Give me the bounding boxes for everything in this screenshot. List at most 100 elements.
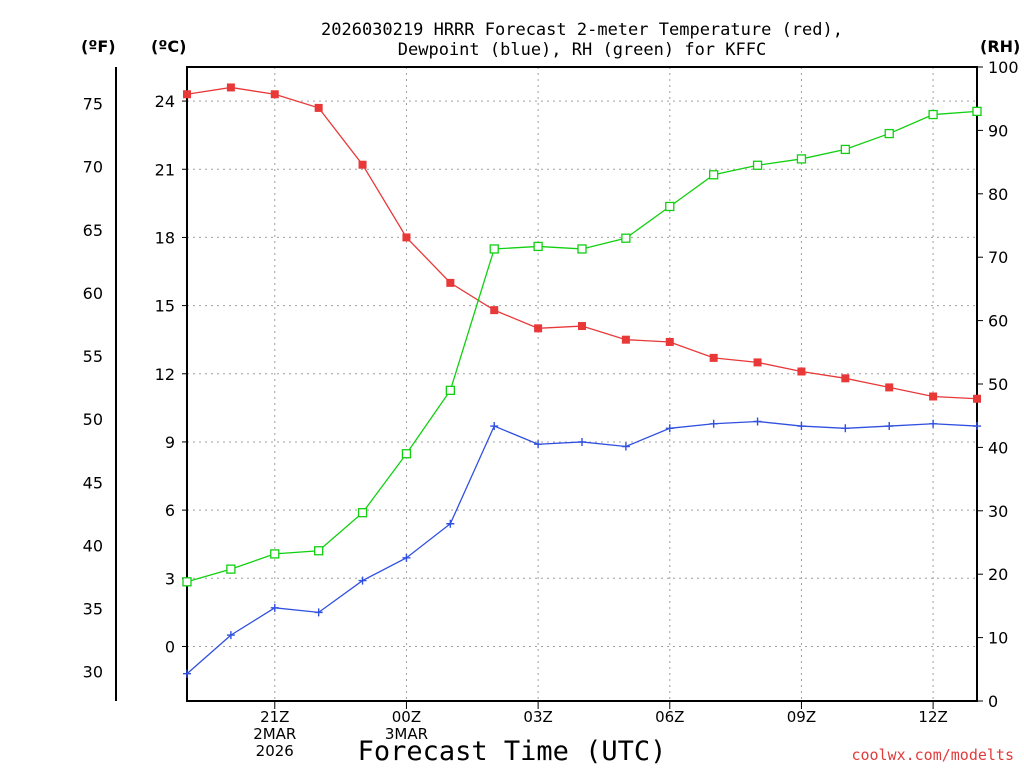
rh-tick-label: 100 bbox=[988, 58, 1019, 77]
rh-point bbox=[840, 144, 850, 155]
rh-point bbox=[796, 154, 807, 164]
dewpoint-point bbox=[709, 419, 718, 428]
celsius-tick-label: 6 bbox=[165, 501, 175, 520]
temperature-point bbox=[797, 367, 806, 376]
rh-tick-label: 50 bbox=[988, 375, 1008, 394]
rh-tick-label: 20 bbox=[988, 565, 1008, 584]
fahrenheit-tick-label: 45 bbox=[83, 473, 103, 492]
rh-point bbox=[401, 449, 412, 459]
rh-point bbox=[928, 109, 938, 120]
x-tick-label: 06Z bbox=[655, 708, 684, 726]
celsius-tick-label: 24 bbox=[155, 92, 175, 111]
temperature-point bbox=[270, 90, 279, 99]
dewpoint-point bbox=[885, 422, 894, 431]
dewpoint-point bbox=[929, 419, 938, 428]
dewpoint-point bbox=[358, 576, 367, 585]
chart-title-line-1: 2026030219 HRRR Forecast 2-meter Tempera… bbox=[321, 20, 843, 40]
rh-point bbox=[533, 241, 543, 252]
celsius-tick-label: 12 bbox=[155, 365, 175, 384]
x-tick-label: 3MAR bbox=[385, 725, 428, 743]
rh-point bbox=[357, 508, 368, 518]
fahrenheit-tick-label: 60 bbox=[83, 284, 103, 303]
rh-point bbox=[577, 244, 587, 254]
dewpoint-point bbox=[183, 669, 191, 678]
temperature-point bbox=[929, 392, 938, 401]
temperature-point bbox=[665, 337, 674, 346]
rh-tick-label: 10 bbox=[988, 629, 1008, 648]
credit-link[interactable]: coolwx.com/modelts bbox=[851, 746, 1014, 764]
x-tick-label: 2026 bbox=[256, 742, 294, 760]
rh-point bbox=[489, 244, 499, 254]
rh-point bbox=[709, 170, 719, 180]
temperature-point bbox=[446, 278, 455, 287]
rh-unit-label: (RH) bbox=[980, 37, 1020, 56]
temperature-point bbox=[621, 335, 630, 344]
dewpoint-point bbox=[797, 422, 806, 431]
dewpoint-point bbox=[270, 603, 279, 612]
rh-point bbox=[884, 128, 894, 139]
rh-tick-label: 40 bbox=[988, 438, 1008, 457]
fahrenheit-tick-label: 75 bbox=[83, 95, 103, 114]
temperature-point bbox=[709, 353, 718, 362]
rh-point bbox=[621, 233, 631, 243]
rh-tick-label: 70 bbox=[988, 248, 1008, 267]
x-tick-label: 2MAR bbox=[253, 725, 296, 743]
x-tick-label: 09Z bbox=[787, 708, 816, 726]
plot-frame bbox=[186, 66, 978, 702]
rh-tick-label: 60 bbox=[988, 312, 1008, 331]
celsius-tick-label: 0 bbox=[165, 637, 175, 656]
celsius-tick-label: 3 bbox=[165, 569, 175, 588]
dewpoint-point bbox=[578, 437, 586, 446]
fahrenheit-tick-label: 35 bbox=[83, 600, 103, 619]
fahrenheit-unit-label: (ºF) bbox=[81, 37, 116, 56]
dewpoint-point bbox=[314, 608, 323, 617]
rh-point bbox=[665, 201, 675, 212]
x-tick-label: 21Z bbox=[260, 708, 289, 726]
temperature-point bbox=[841, 374, 850, 383]
dewpoint-point bbox=[753, 417, 762, 426]
rh-point bbox=[752, 160, 763, 170]
dewpoint-line bbox=[186, 420, 978, 675]
x-tick-label: 00Z bbox=[392, 708, 421, 726]
rh-point bbox=[972, 106, 982, 117]
temperature-point bbox=[885, 383, 894, 392]
fahrenheit-tick-label: 70 bbox=[83, 158, 103, 177]
rh-point bbox=[314, 546, 324, 556]
dewpoint-point bbox=[534, 440, 543, 449]
dewpoint-point bbox=[226, 631, 235, 640]
chart-title-line-2: Dewpoint (blue), RH (green) for KFFC bbox=[398, 40, 766, 60]
dewpoint-point bbox=[490, 422, 499, 431]
dewpoint-point bbox=[402, 553, 411, 562]
celsius-tick-label: 18 bbox=[155, 228, 175, 247]
celsius-tick-label: 15 bbox=[155, 297, 175, 316]
rh-point bbox=[226, 564, 236, 574]
celsius-unit-label: (ºC) bbox=[151, 37, 186, 56]
rh-tick-label: 30 bbox=[988, 502, 1008, 521]
rh-tick-label: 90 bbox=[988, 121, 1008, 140]
grid-layer bbox=[187, 67, 977, 701]
rh-point bbox=[445, 385, 455, 395]
dewpoint-point bbox=[841, 424, 850, 433]
dewpoint-point bbox=[665, 424, 674, 433]
rh-point bbox=[270, 549, 280, 559]
temperature-point bbox=[578, 322, 586, 331]
x-tick-label: 03Z bbox=[523, 708, 552, 726]
dewpoint-point bbox=[446, 519, 455, 528]
fahrenheit-tick-label: 65 bbox=[83, 221, 103, 240]
x-tick-label: 12Z bbox=[918, 708, 947, 726]
temperature-point bbox=[973, 394, 981, 403]
dewpoint-point bbox=[973, 422, 981, 431]
fahrenheit-tick-label: 40 bbox=[83, 536, 103, 555]
temperature-point bbox=[226, 83, 235, 92]
temperature-line bbox=[186, 86, 978, 400]
rh-line bbox=[186, 110, 978, 583]
x-axis-title: Forecast Time (UTC) bbox=[358, 736, 667, 767]
temperature-point bbox=[358, 160, 367, 169]
celsius-tick-label: 9 bbox=[165, 433, 175, 452]
temperature-point bbox=[490, 306, 499, 315]
series-layer bbox=[182, 83, 982, 678]
rh-point bbox=[182, 577, 192, 587]
temperature-point bbox=[534, 324, 543, 333]
temperature-point bbox=[314, 103, 323, 112]
